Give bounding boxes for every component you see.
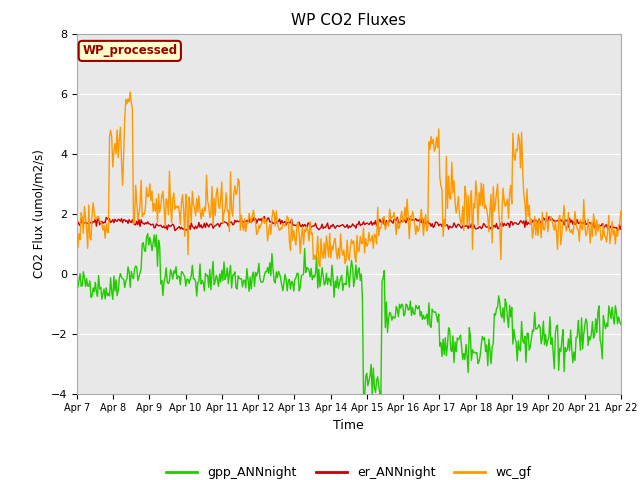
er_ANNnight: [73, 218, 81, 224]
wc_gf: [337, 231, 344, 237]
wc_gf: [369, 245, 377, 251]
wc_gf: [126, 89, 134, 95]
Title: WP CO2 Fluxes: WP CO2 Fluxes: [291, 13, 406, 28]
X-axis label: Time: Time: [333, 419, 364, 432]
wc_gf: [73, 235, 81, 240]
wc_gf: [521, 200, 529, 205]
er_ANNnight: [606, 223, 614, 229]
er_ANNnight: [399, 217, 406, 223]
gpp_ANNnight: [606, 309, 614, 315]
er_ANNnight: [337, 223, 344, 228]
Legend: gpp_ANNnight, er_ANNnight, wc_gf: gpp_ANNnight, er_ANNnight, wc_gf: [161, 461, 536, 480]
gpp_ANNnight: [521, 333, 529, 339]
gpp_ANNnight: [336, 280, 344, 286]
Text: WP_processed: WP_processed: [82, 44, 177, 58]
gpp_ANNnight: [369, 365, 377, 371]
er_ANNnight: [521, 225, 529, 230]
wc_gf: [333, 256, 341, 262]
Line: gpp_ANNnight: gpp_ANNnight: [77, 234, 621, 398]
er_ANNnight: [171, 228, 179, 233]
wc_gf: [399, 219, 406, 225]
wc_gf: [617, 208, 625, 214]
gpp_ANNnight: [399, 302, 406, 308]
Line: wc_gf: wc_gf: [77, 92, 621, 266]
gpp_ANNnight: [361, 396, 369, 401]
er_ANNnight: [260, 214, 268, 219]
gpp_ANNnight: [332, 285, 340, 290]
er_ANNnight: [617, 227, 625, 232]
er_ANNnight: [369, 220, 377, 226]
wc_gf: [606, 240, 614, 246]
gpp_ANNnight: [73, 280, 81, 286]
gpp_ANNnight: [144, 231, 152, 237]
wc_gf: [316, 264, 324, 269]
er_ANNnight: [333, 223, 341, 228]
Line: er_ANNnight: er_ANNnight: [77, 216, 621, 230]
gpp_ANNnight: [617, 322, 625, 327]
Y-axis label: CO2 Flux (umol/m2/s): CO2 Flux (umol/m2/s): [32, 149, 45, 278]
